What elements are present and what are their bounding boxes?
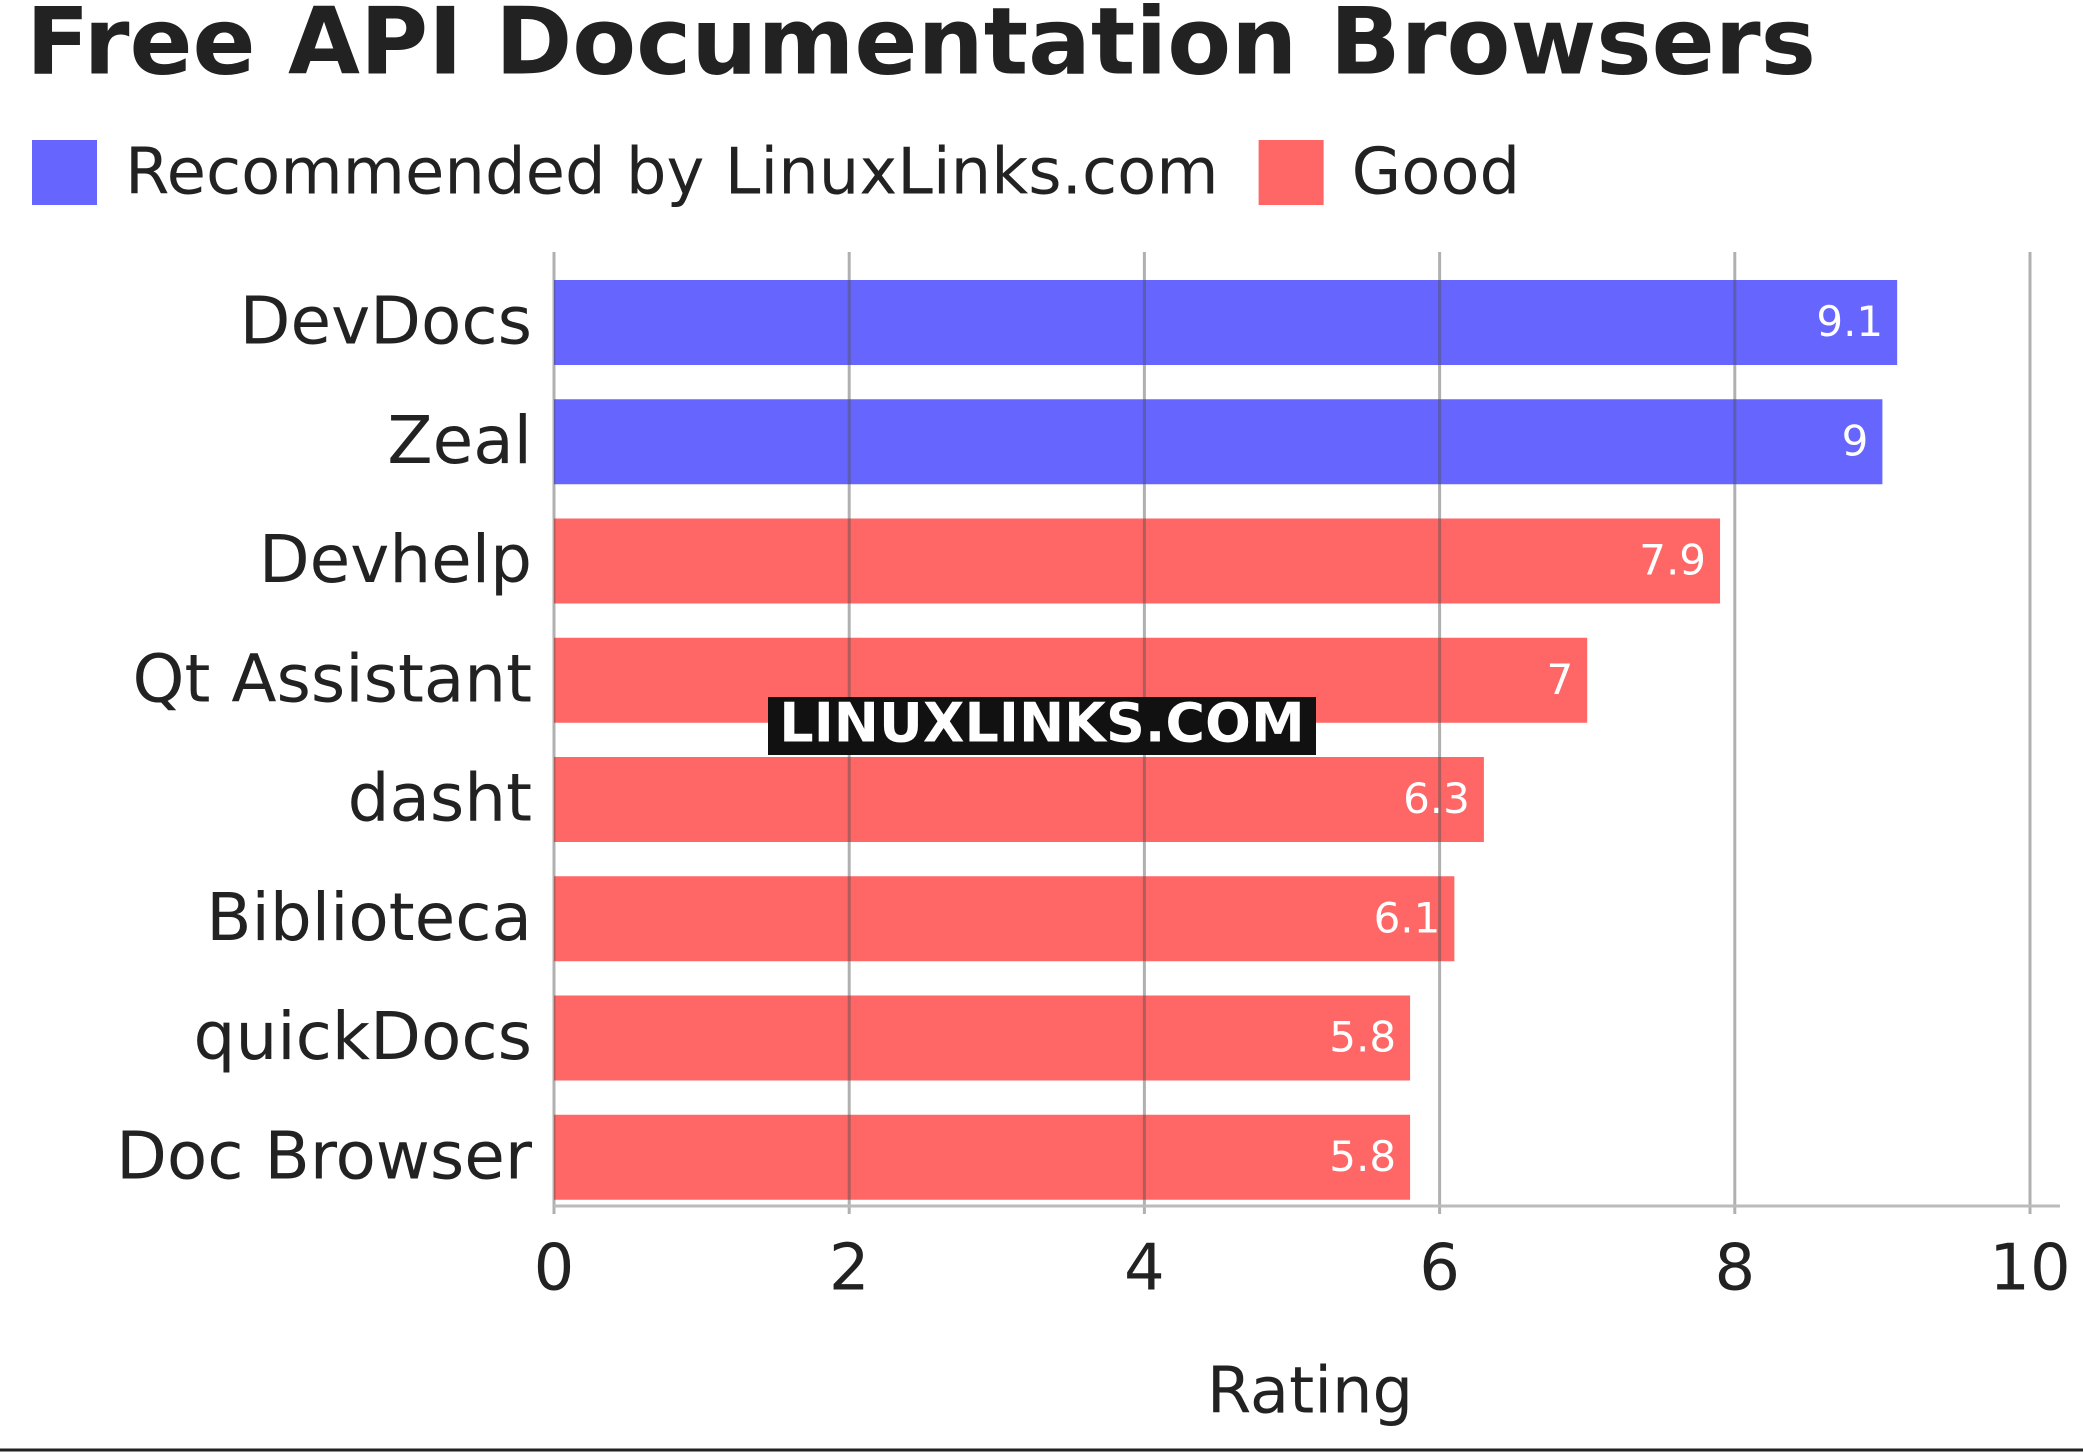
- value-label: 6.1: [1374, 893, 1441, 942]
- watermark-bg: [768, 697, 1316, 755]
- bar: [554, 995, 1411, 1081]
- x-tick-label: 0: [534, 1232, 575, 1306]
- value-label: 6.3: [1403, 774, 1470, 823]
- bar: [554, 876, 1455, 962]
- value-label: 5.8: [1329, 1013, 1396, 1062]
- x-tick-label: 10: [1989, 1232, 2070, 1306]
- x-axis-title: Rating: [1207, 1355, 1413, 1429]
- value-label: 9: [1842, 416, 1869, 465]
- value-label: 7: [1546, 655, 1573, 704]
- bar: [554, 399, 1883, 485]
- value-label: 9.1: [1816, 297, 1883, 346]
- x-tick-label: 8: [1714, 1232, 1755, 1306]
- legend-label: Recommended by LinuxLinks.com: [125, 136, 1219, 210]
- y-tick-label: quickDocs: [194, 998, 532, 1075]
- bar: [554, 757, 1484, 842]
- y-tick-label: Devhelp: [259, 521, 532, 598]
- watermark: LINUXLINKS.COM: [779, 692, 1304, 755]
- chart-title: Free API Documentation Browsers: [26, 0, 1816, 95]
- y-tick-label: dasht: [348, 760, 532, 837]
- legend-swatch: [1258, 140, 1324, 205]
- y-tick-label: Doc Browser: [116, 1117, 533, 1194]
- x-tick-label: 4: [1124, 1232, 1165, 1306]
- value-label: 5.8: [1329, 1132, 1396, 1181]
- y-tick-label: Biblioteca: [206, 879, 532, 956]
- y-tick-label: DevDocs: [240, 283, 532, 360]
- legend-swatch: [32, 140, 97, 205]
- value-label: 7.9: [1639, 536, 1706, 585]
- legend-label: Good: [1352, 136, 1521, 210]
- x-tick-label: 2: [829, 1232, 870, 1306]
- bar: [554, 1114, 1411, 1200]
- y-tick-label: Zeal: [387, 402, 532, 479]
- bar: [554, 280, 1898, 365]
- bar: [554, 518, 1721, 604]
- x-tick-label: 6: [1419, 1232, 1460, 1306]
- y-tick-label: Qt Assistant: [133, 640, 532, 717]
